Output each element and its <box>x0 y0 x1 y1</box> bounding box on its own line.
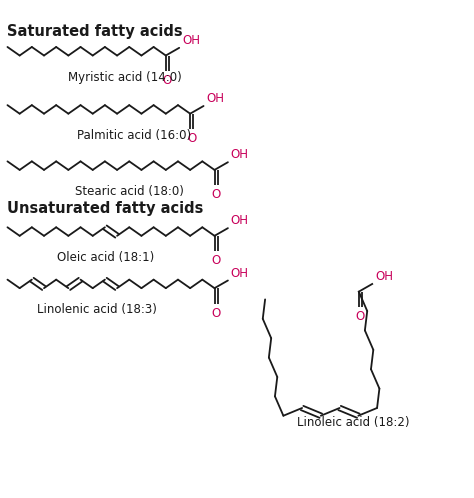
Text: Unsaturated fatty acids: Unsaturated fatty acids <box>8 201 204 216</box>
Text: OH: OH <box>375 270 393 283</box>
Text: O: O <box>163 74 172 87</box>
Text: Saturated fatty acids: Saturated fatty acids <box>8 24 183 39</box>
Text: Stearic acid (18:0): Stearic acid (18:0) <box>75 185 184 198</box>
Text: OH: OH <box>206 92 224 105</box>
Text: O: O <box>211 188 220 201</box>
Text: O: O <box>211 307 220 320</box>
Text: OH: OH <box>231 148 249 161</box>
Text: Myristic acid (14:0): Myristic acid (14:0) <box>68 71 182 84</box>
Text: Linolenic acid (18:3): Linolenic acid (18:3) <box>36 303 156 316</box>
Text: OH: OH <box>231 214 249 228</box>
Text: O: O <box>187 132 196 145</box>
Text: O: O <box>356 310 365 323</box>
Text: OH: OH <box>231 267 249 280</box>
Text: Palmitic acid (16:0): Palmitic acid (16:0) <box>77 129 191 142</box>
Text: Oleic acid (18:1): Oleic acid (18:1) <box>57 251 155 264</box>
Text: O: O <box>211 254 220 267</box>
Text: Linoleic acid (18:2): Linoleic acid (18:2) <box>297 416 410 429</box>
Text: OH: OH <box>182 34 200 47</box>
